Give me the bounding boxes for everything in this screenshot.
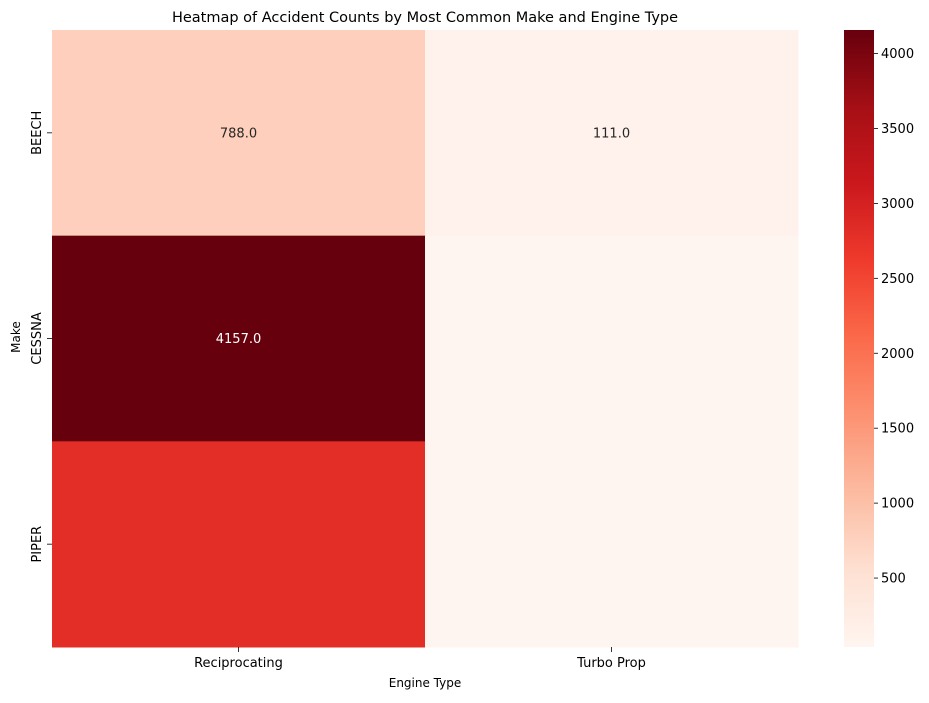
heatmap-cell-annotation: 788.0 xyxy=(220,126,257,141)
heatmap-cell-beech-reciprocating xyxy=(52,30,426,237)
chart-title: Heatmap of Accident Counts by Most Commo… xyxy=(172,10,678,26)
heatmap-cell-cessna-reciprocating xyxy=(52,235,426,442)
colorbar-tick-label: 2000 xyxy=(881,347,914,362)
y-tick-label: PIPER xyxy=(30,526,45,563)
y-tick-label: CESSNA xyxy=(30,312,45,365)
colorbar-tick-label: 1500 xyxy=(881,422,914,437)
colorbar-tick-label: 500 xyxy=(881,572,906,587)
y-axis: BEECH CESSNA PIPER xyxy=(30,111,52,563)
heatmap-cell-cessna-turbo-prop xyxy=(425,235,799,442)
heatmap-cell-beech-turbo-prop xyxy=(425,30,799,237)
colorbar-tick-label: 2500 xyxy=(881,272,914,287)
colorbar-tick-label: 3000 xyxy=(881,197,914,212)
colorbar-tick-label: 4000 xyxy=(881,47,914,62)
x-axis: Reciprocating Turbo Prop xyxy=(194,647,646,671)
x-tick-label: Turbo Prop xyxy=(576,656,646,671)
colorbar-ticks: 500 1000 1500 2000 2500 3000 3500 4000 xyxy=(874,47,914,587)
heatmap-cells xyxy=(52,30,799,648)
heatmap-cell-annotation: 111.0 xyxy=(593,126,630,141)
y-tick-label: BEECH xyxy=(30,111,45,155)
colorbar-tick-label: 3500 xyxy=(881,122,914,137)
y-axis-label: Make xyxy=(9,321,23,353)
x-tick-label: Reciprocating xyxy=(194,656,283,671)
colorbar-tick-label: 1000 xyxy=(881,497,914,512)
heatmap-cell-annotation: 4157.0 xyxy=(216,332,262,347)
x-axis-label: Engine Type xyxy=(389,676,462,690)
heatmap-cell-piper-reciprocating xyxy=(52,441,426,648)
colorbar xyxy=(844,30,874,647)
heatmap-cell-piper-turbo-prop xyxy=(425,441,799,648)
heatmap-annotations: 788.0 111.0 4157.0 xyxy=(216,126,630,347)
